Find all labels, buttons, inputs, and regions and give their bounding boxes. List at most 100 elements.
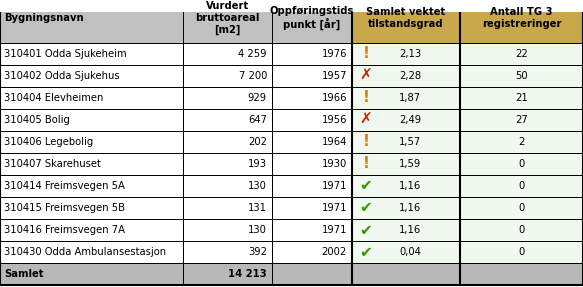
Text: !: ! [363,156,370,171]
Bar [272,65,352,87]
Bar [460,65,583,87]
Text: ✗: ✗ [360,68,373,83]
Text: 310430 Odda Ambulansestasjon: 310430 Odda Ambulansestasjon [4,247,166,257]
Bar [460,153,583,175]
Text: 1,87: 1,87 [399,93,421,103]
Bar [183,43,272,65]
Bar [460,219,583,241]
Bar [183,87,272,109]
Bar [272,43,352,65]
Text: ✔: ✔ [360,245,373,259]
Text: 1966: 1966 [321,93,347,103]
Bar [460,0,583,43]
Text: !: ! [363,46,370,61]
Bar [0,197,183,219]
Text: 7 200: 7 200 [238,71,267,81]
Text: 647: 647 [248,115,267,125]
Bar [0,65,183,87]
Bar [183,219,272,241]
Text: 1,57: 1,57 [399,137,421,147]
Text: 0: 0 [518,225,525,235]
Text: 0: 0 [518,181,525,191]
Text: Bygningsnavn: Bygningsnavn [4,13,83,23]
Text: ✔: ✔ [360,201,373,216]
Bar [352,65,460,87]
Text: ✔: ✔ [360,222,373,238]
Bar [0,241,183,263]
Text: 4 259: 4 259 [238,49,267,59]
Bar [272,197,352,219]
Bar [183,197,272,219]
Bar [460,131,583,153]
Bar [0,131,183,153]
Text: 21: 21 [515,93,528,103]
Text: Oppføringstids
punkt [år]: Oppføringstids punkt [år] [270,6,354,30]
Bar [272,241,352,263]
Text: 14 213: 14 213 [229,269,267,279]
Text: 310405 Bolig: 310405 Bolig [4,115,70,125]
Bar [460,87,583,109]
Text: 0: 0 [518,247,525,257]
Bar [272,87,352,109]
Bar [272,131,352,153]
Bar [272,153,352,175]
Bar [352,197,460,219]
Bar [0,263,183,285]
Bar [0,219,183,241]
Bar [0,43,183,65]
Bar [352,131,460,153]
Bar [352,153,460,175]
Bar [0,0,183,43]
Bar [352,87,460,109]
Text: 1971: 1971 [321,225,347,235]
Text: Samlet: Samlet [4,269,44,279]
Bar [272,109,352,131]
Text: 0: 0 [518,203,525,213]
Text: 310401 Odda Sjukeheim: 310401 Odda Sjukeheim [4,49,127,59]
Text: 310415 Freimsvegen 5B: 310415 Freimsvegen 5B [4,203,125,213]
Text: 310402 Odda Sjukehus: 310402 Odda Sjukehus [4,71,120,81]
Text: Antall TG 3
registreringer: Antall TG 3 registreringer [482,7,561,29]
Text: 2: 2 [518,137,525,147]
Text: 0,04: 0,04 [399,247,421,257]
Text: 1,16: 1,16 [399,181,421,191]
Text: 310406 Legebolig: 310406 Legebolig [4,137,93,147]
Text: 1971: 1971 [321,181,347,191]
Bar [460,263,583,285]
Bar [352,109,460,131]
Bar [460,197,583,219]
Bar [183,131,272,153]
Text: 2,49: 2,49 [399,115,421,125]
Bar [352,0,460,43]
Text: 131: 131 [248,203,267,213]
Text: 27: 27 [515,115,528,125]
Text: ✗: ✗ [360,113,373,127]
Text: 1,59: 1,59 [399,159,421,169]
Text: 310407 Skarehuset: 310407 Skarehuset [4,159,101,169]
Bar [183,65,272,87]
Bar [272,263,352,285]
Text: 1956: 1956 [321,115,347,125]
Bar [460,43,583,65]
Text: 310416 Freimsvegen 7A: 310416 Freimsvegen 7A [4,225,125,235]
Bar [183,263,272,285]
Text: ✔: ✔ [360,179,373,193]
Bar [352,241,460,263]
Text: 310404 Elevheimen: 310404 Elevheimen [4,93,103,103]
Text: 1971: 1971 [321,203,347,213]
Bar [460,241,583,263]
Text: 202: 202 [248,137,267,147]
Bar [183,241,272,263]
Bar [272,0,352,43]
Text: 130: 130 [248,225,267,235]
Bar [460,175,583,197]
Bar [272,219,352,241]
Bar [0,153,183,175]
Text: Samlet vektet
tilstandsgrad: Samlet vektet tilstandsgrad [366,7,445,29]
Text: 1930: 1930 [322,159,347,169]
Bar [0,109,183,131]
Bar [0,87,183,109]
Text: !: ! [363,90,370,105]
Bar [460,109,583,131]
Bar [0,175,183,197]
